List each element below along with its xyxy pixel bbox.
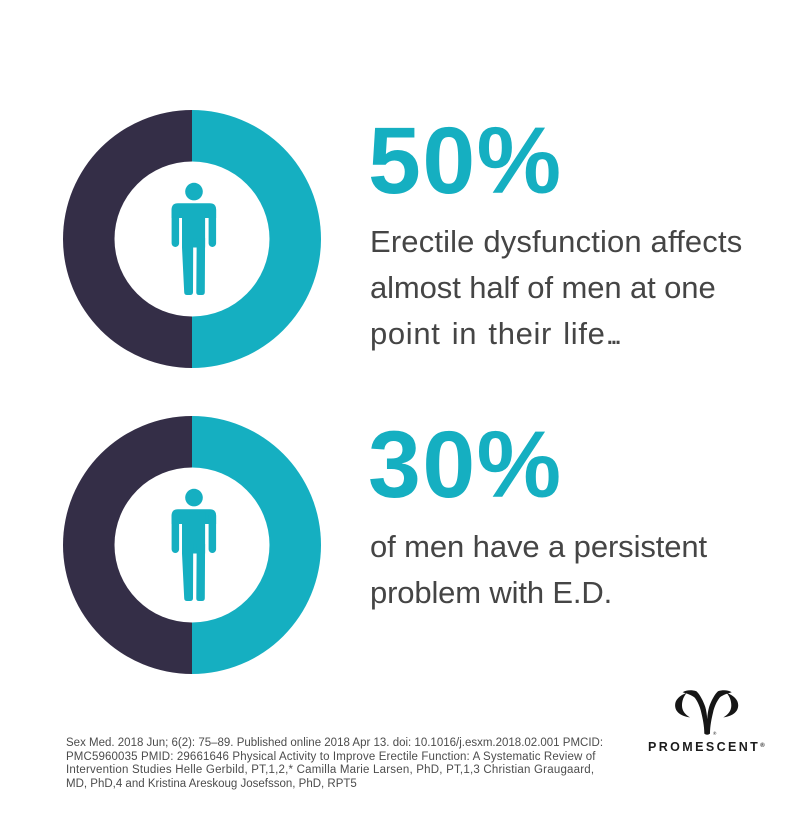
- svg-text:®: ®: [713, 730, 717, 736]
